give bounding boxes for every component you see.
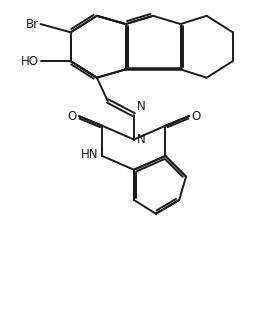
Text: HO: HO xyxy=(21,55,39,68)
Text: O: O xyxy=(68,110,77,123)
Text: N: N xyxy=(137,133,146,146)
Text: HN: HN xyxy=(81,148,98,161)
Text: Br: Br xyxy=(25,17,39,31)
Text: O: O xyxy=(191,110,200,123)
Text: N: N xyxy=(137,100,146,113)
